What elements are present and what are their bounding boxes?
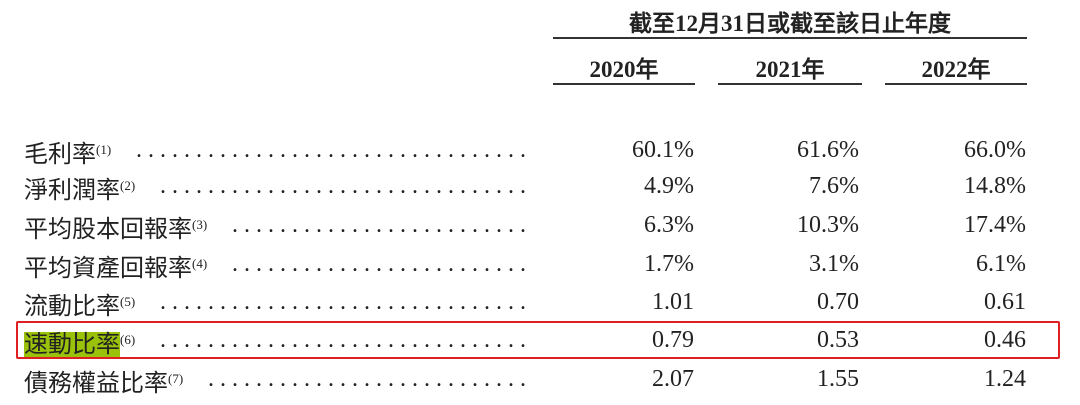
cell-2022年: 6.1% bbox=[976, 251, 1026, 277]
row-label-text: 流動比率 bbox=[24, 294, 120, 320]
cell-2022年: 0.61 bbox=[984, 289, 1026, 315]
year-2021: 2021年 bbox=[755, 57, 825, 82]
leader-dots: ........................................… bbox=[136, 137, 526, 163]
row-label-text: 毛利率 bbox=[24, 142, 96, 168]
row-label-text: 速動比率 bbox=[24, 332, 120, 358]
cell-2021年: 0.70 bbox=[817, 289, 859, 315]
table-row: 淨利潤率(2).................................… bbox=[24, 168, 1034, 204]
row-label: 速動比率(6) bbox=[24, 322, 135, 363]
cell-2020年: 6.3% bbox=[644, 212, 694, 238]
year-rule bbox=[718, 83, 862, 85]
table-row: 速動比率(6).................................… bbox=[24, 322, 1034, 358]
annotation-box bbox=[16, 321, 1060, 359]
footnote-ref: (2) bbox=[120, 178, 136, 193]
leader-dots: ........................................… bbox=[160, 173, 526, 199]
footnote-ref: (7) bbox=[168, 371, 184, 386]
cell-2020年: 0.79 bbox=[652, 327, 694, 353]
cell-2021年: 61.6% bbox=[797, 137, 859, 163]
footnote-ref: (4) bbox=[192, 256, 208, 271]
footnote-ref: (1) bbox=[96, 142, 112, 157]
table-row: 平均股本回報率(3)..............................… bbox=[24, 207, 1034, 243]
cell-2022年: 0.46 bbox=[984, 327, 1026, 353]
row-label-text: 平均股本回報率 bbox=[24, 217, 192, 243]
period-header: 截至12月31日或截至該日止年度 bbox=[629, 11, 951, 36]
leader-dots: ........................................… bbox=[160, 327, 526, 353]
row-label-text: 平均資產回報率 bbox=[24, 256, 192, 282]
cell-2020年: 60.1% bbox=[632, 137, 694, 163]
year-2020: 2020年 bbox=[589, 57, 659, 82]
header-rule bbox=[553, 37, 1027, 39]
row-label-text: 淨利潤率 bbox=[24, 178, 120, 204]
cell-2021年: 3.1% bbox=[809, 251, 859, 277]
cell-2022年: 17.4% bbox=[964, 212, 1026, 238]
table-row: 流動比率(5).................................… bbox=[24, 284, 1034, 320]
footnote-ref: (5) bbox=[120, 294, 136, 309]
footnote-ref: (6) bbox=[120, 332, 136, 347]
leader-dots: ........................................… bbox=[232, 212, 526, 238]
cell-2021年: 1.55 bbox=[817, 366, 859, 392]
table-row: 平均資產回報率(4)..............................… bbox=[24, 246, 1034, 282]
table-row: 債務權益比率(7)...............................… bbox=[24, 361, 1034, 397]
row-label: 平均資產回報率(4) bbox=[24, 246, 207, 287]
cell-2021年: 7.6% bbox=[809, 173, 859, 199]
row-label: 毛利率(1) bbox=[24, 132, 111, 173]
leader-dots: ........................................… bbox=[208, 366, 526, 392]
row-label: 流動比率(5) bbox=[24, 284, 135, 325]
row-label: 平均股本回報率(3) bbox=[24, 207, 207, 248]
cell-2020年: 2.07 bbox=[652, 366, 694, 392]
cell-2022年: 1.24 bbox=[984, 366, 1026, 392]
leader-dots: ........................................… bbox=[160, 289, 526, 315]
cell-2020年: 1.7% bbox=[644, 251, 694, 277]
row-label: 淨利潤率(2) bbox=[24, 168, 135, 209]
year-rule bbox=[885, 83, 1027, 85]
footnote-ref: (3) bbox=[192, 217, 208, 232]
cell-2022年: 14.8% bbox=[964, 173, 1026, 199]
cell-2020年: 4.9% bbox=[644, 173, 694, 199]
year-2022: 2022年 bbox=[921, 57, 991, 82]
cell-2020年: 1.01 bbox=[652, 289, 694, 315]
cell-2021年: 0.53 bbox=[817, 327, 859, 353]
leader-dots: ........................................… bbox=[232, 251, 526, 277]
year-rule bbox=[553, 83, 695, 85]
table-row: 毛利率(1)..................................… bbox=[24, 132, 1034, 168]
cell-2022年: 66.0% bbox=[964, 137, 1026, 163]
row-label-text: 債務權益比率 bbox=[24, 371, 168, 397]
cell-2021年: 10.3% bbox=[797, 212, 859, 238]
row-label: 債務權益比率(7) bbox=[24, 361, 183, 402]
